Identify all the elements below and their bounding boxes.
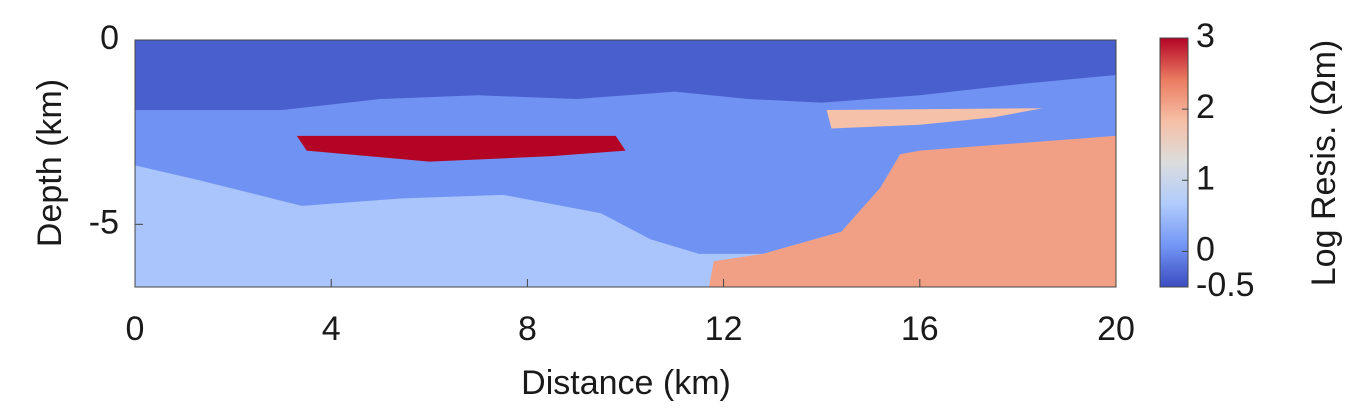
field [135, 40, 1116, 287]
y-tick-label: 0 [100, 19, 119, 57]
x-axis-label: Distance (km) [521, 364, 731, 402]
colorbar-tick-label: -0.5 [1196, 266, 1255, 304]
colorbar-tick-label: 0 [1196, 230, 1215, 268]
x-tick-label: 0 [126, 310, 145, 348]
resistivity-region [135, 40, 1116, 111]
y-tick-label: -5 [89, 203, 119, 241]
x-tick-label: 4 [322, 310, 341, 348]
resistivity-region [708, 135, 1116, 287]
colorbar [1159, 37, 1189, 288]
resistivity-region [296, 135, 626, 162]
colorbar-label: Log Resis. (Ωm) [1305, 40, 1343, 286]
x-tick-label: 8 [518, 310, 537, 348]
plot-frame [134, 39, 1117, 288]
x-tick-label: 16 [901, 310, 939, 348]
x-tick-label: 20 [1097, 310, 1135, 348]
colorbar-tick-label: 1 [1196, 159, 1215, 197]
colorbar-tick-label: 3 [1196, 17, 1215, 55]
y-axis-label: Depth (km) [31, 79, 69, 247]
colorbar-tick-label: 2 [1196, 88, 1215, 126]
resistivity-region [826, 108, 1043, 129]
x-tick-label: 12 [705, 310, 743, 348]
